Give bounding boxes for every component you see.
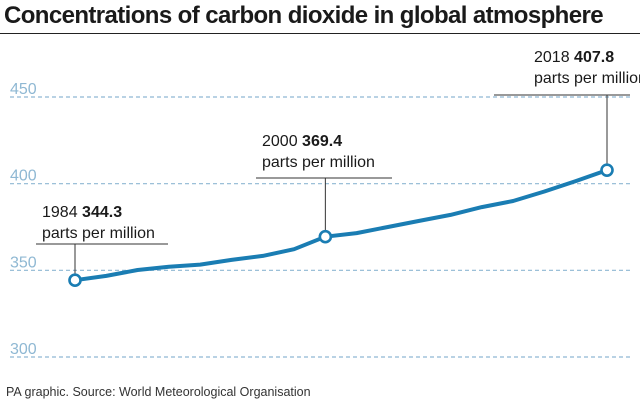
title-divider [0,33,640,34]
data-point-marker [318,229,333,244]
series-layer [73,168,609,283]
annotation-year: 2018 [534,49,574,66]
y-tick-label: 350 [10,254,37,271]
chart-title: Concentrations of carbon dioxide in glob… [4,2,604,29]
y-tick-label: 450 [10,81,37,98]
annotation-value: 369.4 [302,133,342,150]
y-tick-label: 400 [10,168,37,185]
annotation-layer: 1984 344.3 parts per million 2000 369.4 par… [42,49,640,242]
annotation-unit: parts per million [42,225,155,242]
y-tick-label: 300 [10,341,37,358]
annotation-unit: parts per million [534,70,640,87]
marker-layer [68,163,614,288]
y-axis-ticks: 300 350 400 450 [10,81,37,358]
annotation-value: 407.8 [574,49,614,66]
annotation-unit: parts per million [262,154,375,171]
annotation-year: 1984 [42,204,82,221]
grid-layer [10,96,632,358]
annotation-year-value: 2018 407.8 [534,49,614,66]
annotation-leaders [36,94,630,275]
source-note: PA graphic. Source: World Meteorological… [6,385,311,399]
data-point-marker [68,273,82,288]
annotation-year-value: 1984 344.3 [42,204,122,221]
co2-series-line [73,168,609,283]
data-point-marker [600,163,614,177]
annotation-value: 344.3 [82,204,122,221]
annotation-year-value: 2000 369.4 [262,133,342,150]
annotation-year: 2000 [262,133,302,150]
